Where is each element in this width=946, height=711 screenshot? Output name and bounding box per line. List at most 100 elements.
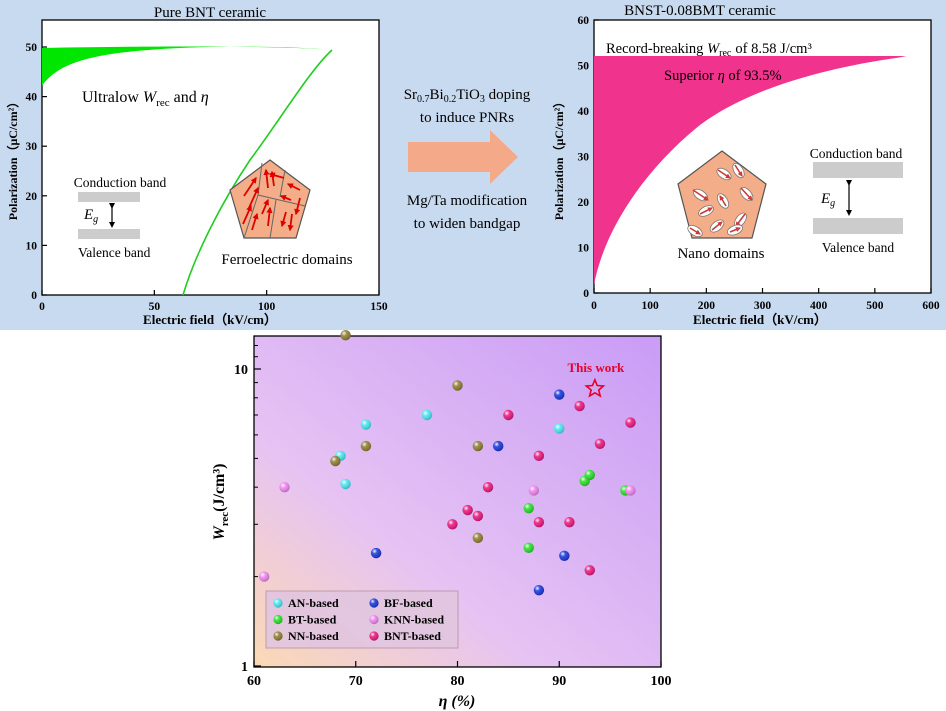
left-y-ticks: 0 10 20 30 40 50 [26,42,47,302]
y-tick-label: 0 [583,288,589,300]
nano-arrow [729,227,741,233]
scatter-point-shade [625,485,636,496]
scatter-point-shade [279,481,290,493]
scatter-point-shade [554,389,565,400]
y-tick-label: 1 [241,660,248,675]
right-x-axis-label: Electric field（kV/cm） [693,312,827,327]
domain-arrow [280,211,287,228]
scatter-point-shade [472,440,484,452]
doping-sr-sub: 0.7 [417,94,430,105]
record-value: of 8.58 J/cm³ [735,41,812,57]
mg-ta-line: Mg/Ta modification [407,193,528,209]
y-tick-label: 40 [578,106,590,118]
scatter-point-shade [452,380,463,391]
right-eg-symbol: E [820,191,830,207]
record-w-symbol: W [707,41,721,57]
scatter-point-shade [554,423,565,434]
this-work-label: This work [568,360,625,375]
x-tick-label: 80 [451,674,465,689]
doping-line: Sr0.7Bi0.2TiO3 doping [404,87,531,105]
scatter-point-shade [523,542,534,554]
domain-arrow [263,168,270,189]
scatter-point-shade [574,400,585,412]
domain-arrow [266,206,273,227]
scatter-point-shade [528,485,540,496]
right-conduction-band-label: Conduction band [810,146,903,161]
scatter-y-subscript: rec [219,512,231,527]
right-y-axis-label: Polarization（μC/cm²） [551,96,566,220]
x-tick-label: 150 [370,301,388,313]
domain-arrow [251,212,259,231]
middle-annotation: Sr0.7Bi0.2TiO3 doping to induce PNRs Mg/… [404,87,531,232]
right-eg-label: Eg [820,191,835,209]
ferroelectric-domains-label: Ferroelectric domains [221,252,352,268]
scatter-point-shade [584,565,595,576]
left-x-ticks: 0 50 100 150 [39,290,388,313]
nano-domains-label: Nano domains [677,246,764,262]
nano-arrow [719,195,727,207]
scatter-point-shade [360,440,372,452]
left-valence-band [78,229,140,239]
scatter-x-axis-label: η (%) [439,693,476,710]
legend-label: NN-based [288,629,339,643]
x-tick-label: 100 [642,300,660,312]
widen-bandgap-line: to widen bandgap [414,216,521,232]
scatter-point-shade [472,510,484,522]
doping-word: doping [485,87,531,103]
left-panel: Pure BNT ceramic Polarization（μC/cm²） El… [5,5,388,327]
scatter-point-shade [447,519,458,530]
y-tick-label: 10 [578,243,590,255]
legend-label: BT-based [288,613,337,627]
left-eg-symbol: E [83,207,93,223]
y-tick-label: 50 [26,42,38,54]
right-conduction-band [813,162,903,178]
nano-arrow [717,169,731,179]
y-tick-label: 60 [578,15,590,27]
bnst-loop-fill [594,56,912,285]
y-tick-label: 10 [26,240,38,252]
scatter-point-shade [564,516,575,528]
domain-arrow [286,183,301,191]
right-panel-title: BNST-0.08BMT ceramic [624,3,776,19]
x-tick-label: 400 [810,300,828,312]
scatter-point-shade [340,478,351,490]
x-tick-label: 100 [651,674,672,689]
domain-arrow [243,176,257,197]
x-tick-label: 60 [247,674,261,689]
domain-arrow [287,213,294,232]
right-x-ticks: 0 100 200 300 400 500 600 [591,288,940,312]
scatter-point-shade [360,419,372,430]
induce-pnrs-line: to induce PNRs [420,110,514,126]
bnt-loop-line [182,49,333,296]
scatter-x-ticks: 60 70 80 90 100 [247,661,672,689]
scatter-point-shade [559,550,570,561]
scatter-points [258,329,636,596]
scatter-point-shade [462,504,473,516]
scatter-point-shade [340,329,351,341]
scatter-legend: AN-based BF-based BT-based KNN-based NN-base… [265,590,459,649]
x-tick-label: 600 [922,300,940,312]
doping-tio-sub: 3 [480,94,485,105]
left-panel-title: Pure BNT ceramic [154,5,267,21]
y-tick-label: 0 [31,290,37,302]
domain-arrows [242,168,301,232]
nano-arrow [692,189,709,201]
scatter-y-axis-label: Wrec(J/cm³) [211,463,231,540]
legend-label: BNT-based [384,629,441,643]
y-tick-label: 20 [26,191,38,203]
left-conduction-band [78,192,140,202]
left-y-axis-label: Polarization（μC/cm²） [5,96,20,220]
this-work-marker: This work [568,360,625,398]
scatter-point-shade [584,469,595,481]
legend-marker-shade [369,631,379,641]
left-plot-area [41,19,380,296]
domain-arrow [261,198,269,215]
scatter-y-unit: (J/cm³) [211,463,228,511]
scatter-point-shade [503,409,514,421]
left-x-axis-label: Electric field（kV/cm） [143,312,277,327]
y-tick-label: 50 [578,61,590,73]
x-tick-label: 0 [591,300,597,312]
y-tick-label: 30 [578,152,590,164]
scatter-point-shade [493,440,504,452]
nano-arrow [689,227,701,235]
